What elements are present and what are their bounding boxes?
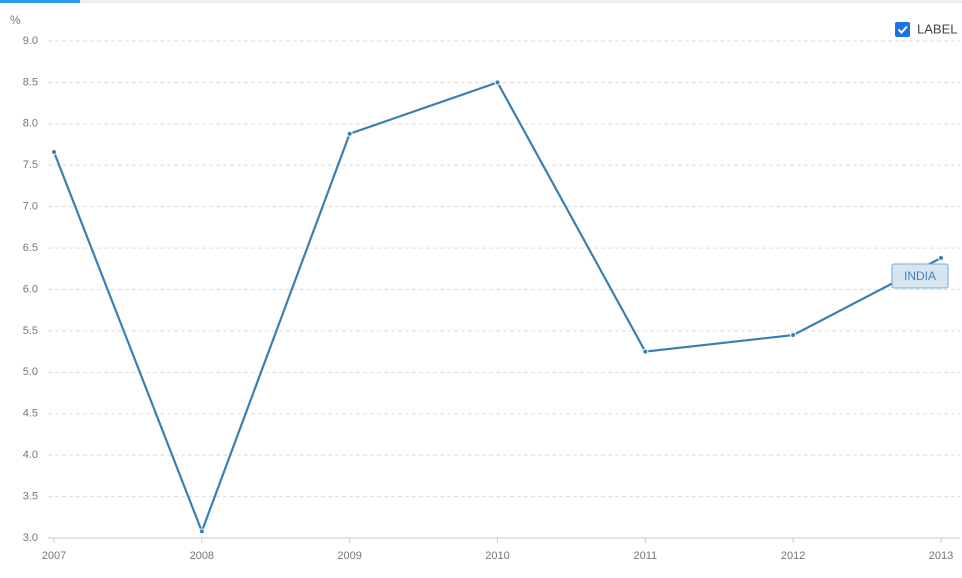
active-tab-indicator: [0, 0, 80, 3]
y-tick-label: 3.0: [23, 532, 38, 544]
series-label-box: [891, 263, 949, 289]
series-line: [52, 81, 942, 535]
point: [51, 148, 57, 155]
x-tick-label: 2007: [42, 550, 66, 562]
label-toggle[interactable]: LABEL: [895, 21, 957, 37]
top-bar: [0, 0, 962, 3]
point: [494, 79, 501, 86]
x-tick-label: 2011: [634, 550, 658, 562]
x-tick-label: 2009: [337, 550, 361, 562]
checkbox[interactable]: [895, 22, 910, 37]
point: [198, 528, 205, 535]
point: [938, 255, 944, 262]
point: [790, 332, 797, 339]
y-tick-label: 9.0: [23, 35, 38, 47]
x-tick-label: 2010: [485, 550, 509, 562]
y-tick-label: 8.5: [23, 76, 38, 88]
checkmark: [897, 25, 908, 34]
y-tick-label: 6.0: [23, 283, 38, 295]
y-tick-label: 4.5: [23, 408, 38, 420]
toggle-label[interactable]: LABEL: [917, 21, 957, 36]
y-tick-label: 7.5: [23, 159, 38, 171]
x-tick-label: 2012: [781, 550, 805, 562]
y-tick-label: 8.0: [23, 118, 38, 130]
y-tick-label: 6.5: [23, 242, 38, 254]
series-label: INDIA: [904, 269, 936, 283]
point: [346, 130, 353, 137]
x-tick-label: 2013: [929, 550, 953, 562]
y-tick-label: 5.5: [23, 325, 38, 337]
x-tick-label: 2008: [190, 550, 214, 562]
y-tick-label: 4.0: [23, 449, 38, 461]
point: [642, 348, 649, 355]
y-tick-label: 3.5: [23, 490, 38, 502]
y-tick-label: 5.0: [23, 366, 38, 378]
y-unit: %: [10, 13, 21, 27]
y-tick-label: 7.0: [23, 201, 38, 213]
